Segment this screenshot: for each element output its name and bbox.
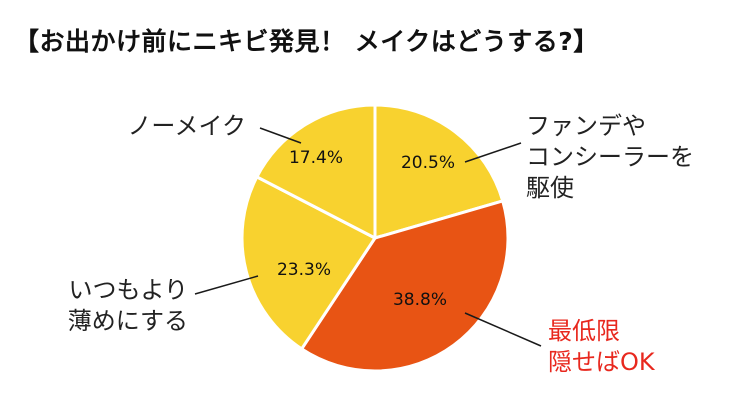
slice-category-label: 最低限隠せばOK — [548, 317, 656, 376]
leader-line — [464, 312, 542, 347]
pie-slice — [240, 175, 377, 351]
pie-slice — [373, 103, 505, 240]
pie-slice — [255, 103, 377, 240]
slice-value-label: 23.3% — [277, 260, 331, 280]
slice-category-line: ファンデや — [526, 112, 646, 140]
pie-slice — [300, 199, 510, 373]
slice-category-label: ファンデやコンシーラーを駆使 — [526, 112, 694, 202]
chart-title: 【お出かけ前にニキビ発見！ メイクはどうする?】 — [14, 27, 599, 56]
slice-category-line: 隠せばOK — [548, 348, 656, 376]
slice-category-label: ノーメイク — [127, 112, 246, 140]
leader-line — [194, 275, 259, 295]
leader-line — [259, 127, 302, 144]
leader-line — [464, 142, 522, 163]
slice-value-label: 17.4% — [289, 148, 343, 168]
slice-value-label: 20.5% — [401, 153, 455, 173]
slice-category-line: 薄めにする — [68, 307, 188, 335]
slice-category-line: 駆使 — [526, 174, 574, 202]
slice-category-line: 最低限 — [548, 317, 620, 345]
slice-category-label: いつもより薄めにする — [68, 276, 188, 335]
slice-category-line: いつもより — [68, 276, 188, 304]
slice-value-label: 38.8% — [393, 290, 447, 310]
slice-category-line: ノーメイク — [127, 112, 246, 140]
slice-category-line: コンシーラーを — [526, 143, 694, 171]
